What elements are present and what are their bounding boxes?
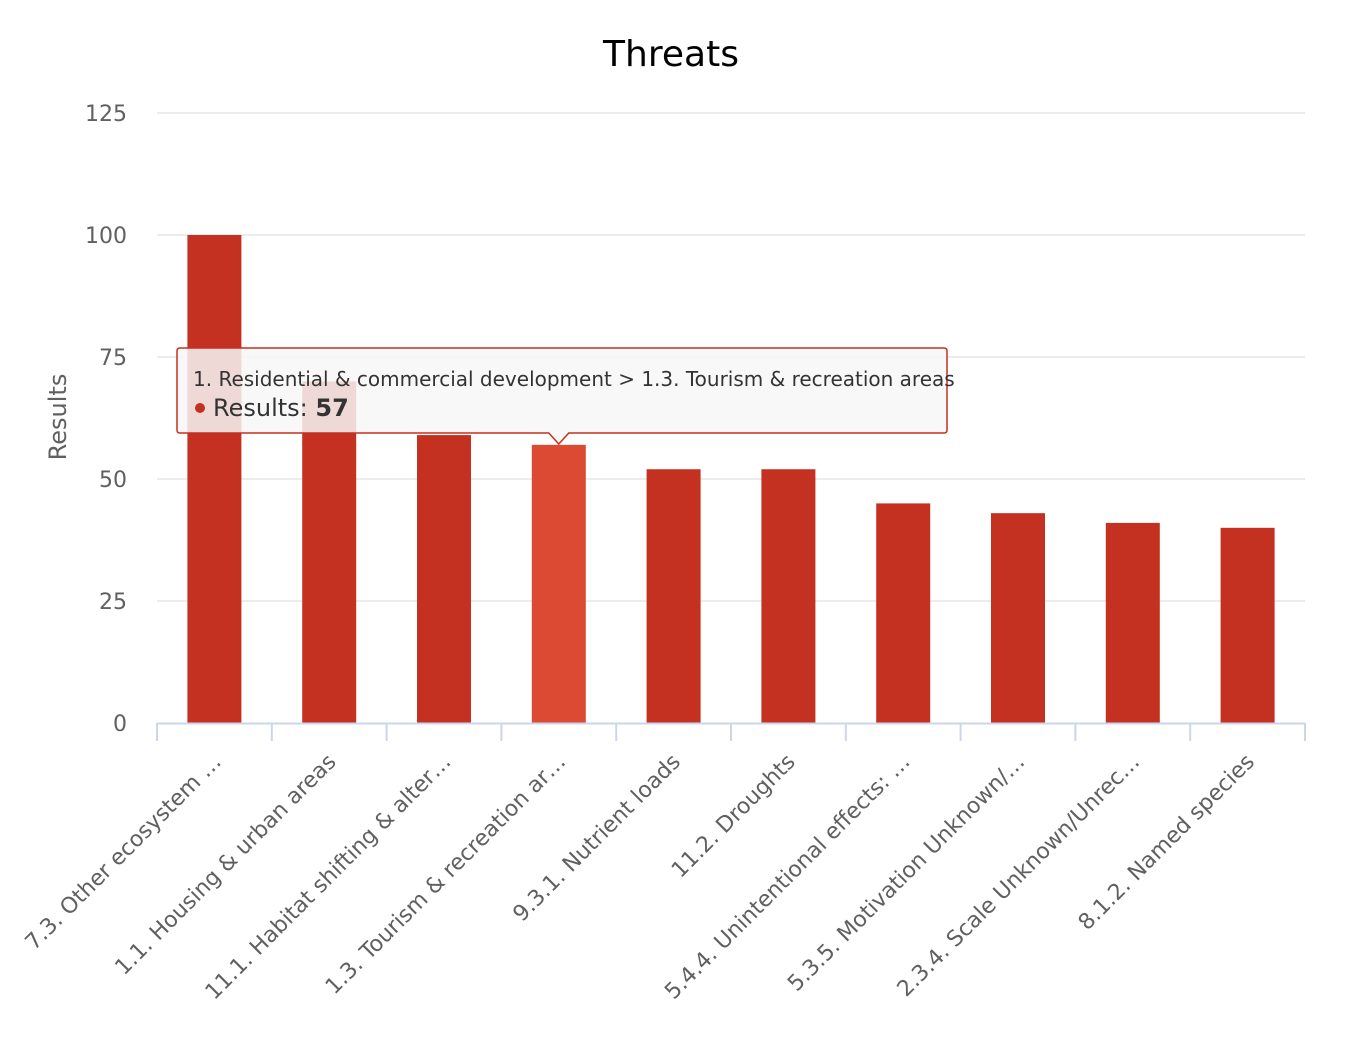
- bar-10[interactable]: [1220, 527, 1275, 723]
- tooltip-value: 57: [315, 394, 348, 422]
- y-tick-label: 25: [99, 590, 127, 615]
- bar-1[interactable]: [187, 235, 242, 723]
- y-axis-label: Results: [44, 374, 72, 461]
- bars: [187, 235, 1275, 723]
- x-tick-label: 7.3. Other ecosystem …: [21, 750, 227, 956]
- x-axis: [156, 722, 1306, 741]
- tooltip-series-dot: [195, 403, 205, 413]
- x-tick-label: 1.1. Housing & urban areas: [111, 750, 342, 981]
- x-tick-label: 11.2. Droughts: [667, 750, 801, 884]
- tooltip: 1. Residential & commercial development …: [176, 347, 955, 446]
- bar-7[interactable]: [876, 503, 931, 723]
- bar-9[interactable]: [1105, 522, 1160, 723]
- x-tick-label: 5.4.4. Unintentional effects: …: [660, 750, 915, 1005]
- x-tick-label: 1.3. Tourism & recreation ar…: [321, 750, 571, 1000]
- x-tick-label: 2.3.4. Scale Unknown/Unrec…: [893, 750, 1145, 1002]
- x-tick-label: 5.3.5. Motivation Unknown/…: [783, 750, 1030, 997]
- bar-8[interactable]: [991, 513, 1045, 723]
- tooltip-box: [176, 347, 948, 446]
- chart-title: Threats: [602, 34, 739, 75]
- y-tick-label: 50: [99, 468, 127, 493]
- y-tick-label: 75: [99, 346, 127, 371]
- bar-3[interactable]: [417, 435, 471, 723]
- bar-6[interactable]: [761, 469, 816, 723]
- bar-2[interactable]: [302, 381, 357, 723]
- tooltip-header: 1. Residential & commercial development …: [193, 367, 955, 391]
- y-tick-label: 125: [85, 102, 127, 127]
- bar-5[interactable]: [646, 469, 701, 723]
- x-tick-label: 11.1. Habitat shifting & alter…: [201, 750, 456, 1005]
- y-tick-label: 0: [113, 712, 127, 737]
- bar-4[interactable]: [531, 444, 586, 723]
- tooltip-series-label: Results:: [213, 394, 315, 422]
- svg-text:Results: 57: Results: 57: [213, 394, 349, 422]
- x-axis-ticks: 7.3. Other ecosystem …1.1. Housing & urb…: [21, 750, 1260, 1005]
- y-axis-ticks: 0 25 50 75 100 125: [85, 102, 127, 737]
- y-tick-label: 100: [85, 224, 127, 249]
